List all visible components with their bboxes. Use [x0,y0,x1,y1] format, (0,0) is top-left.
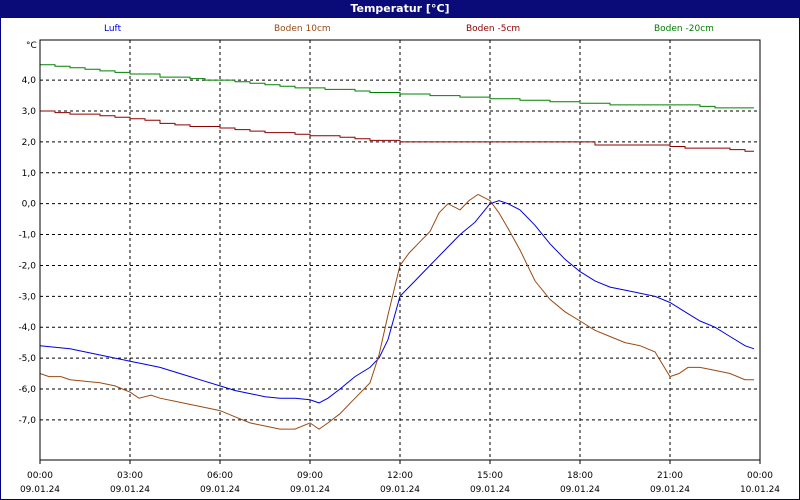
y-tick-label: -3,0 [18,292,36,302]
y-tick-label: -6,0 [18,385,36,395]
x-tick-date: 09.01.24 [110,485,150,495]
series-line-boden-10cm [39,193,754,430]
x-tick-date: 09.01.24 [650,485,690,495]
x-tick-date: 09.01.24 [290,485,330,495]
x-tick-date: 10.01.24 [740,485,780,495]
legend-boden-10cm: Boden 10cm [274,24,331,34]
legend-luft: Luft [104,24,122,34]
y-tick-label: 0,0 [22,200,37,210]
x-tick-time: 12:00 [387,471,413,481]
plot-border [39,39,761,461]
series-line-luft [39,200,755,404]
chart-title: Temperatur [°C] [0,0,800,18]
y-tick-label: -4,0 [18,323,36,333]
y-tick-label: 3,0 [22,107,37,117]
x-tick-time: 06:00 [207,471,233,481]
series-line-boden-20cm [40,64,754,109]
x-tick-time: 15:00 [477,471,503,481]
y-axis-unit: °C [26,41,37,51]
legend-boden-5cm: Boden -5cm [466,24,521,34]
x-tick-date: 09.01.24 [200,485,240,495]
y-tick-label: 2,0 [22,138,37,148]
y-tick-label: 4,0 [22,76,37,86]
y-tick-label: -5,0 [18,354,36,364]
x-tick-date: 09.01.24 [470,485,510,495]
x-tick-time: 09:00 [297,471,323,481]
x-tick-time: 00:00 [747,471,773,481]
x-tick-time: 18:00 [567,471,593,481]
x-tick-time: 21:00 [657,471,683,481]
x-tick-date: 09.01.24 [20,485,60,495]
y-tick-label: -7,0 [18,416,36,426]
y-tick-label: 1,0 [22,169,37,179]
x-tick-time: 00:00 [27,471,53,481]
legend-boden-20cm: Boden -20cm [654,24,714,34]
x-tick-date: 09.01.24 [560,485,600,495]
x-tick-time: 03:00 [117,471,143,481]
y-tick-label: -2,0 [18,261,36,271]
series-line-boden-5cm [40,110,754,152]
y-tick-label: -1,0 [18,231,36,241]
x-tick-date: 09.01.24 [380,485,420,495]
